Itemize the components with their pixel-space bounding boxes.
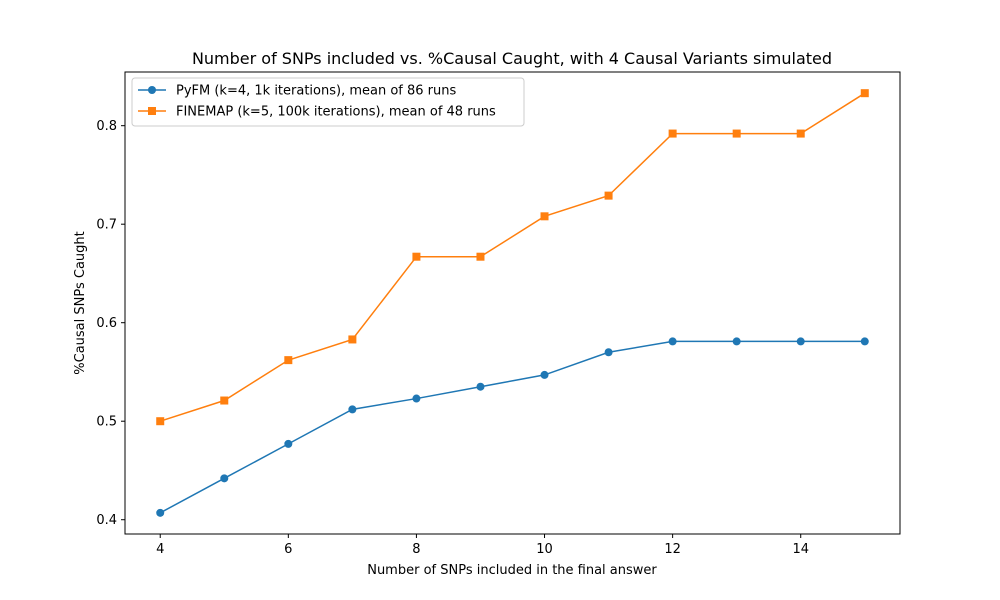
data-point xyxy=(604,348,613,357)
series-layer xyxy=(156,89,869,517)
y-axis: 0.4 0.5 0.6 0.7 0.8 xyxy=(96,119,125,528)
y-tick-label: 0.7 xyxy=(96,218,117,233)
legend-label: PyFM (k=4, 1k iterations), mean of 86 ru… xyxy=(176,84,457,99)
series-0 xyxy=(156,337,869,517)
data-point xyxy=(348,405,357,414)
x-tick-label: 8 xyxy=(412,542,420,557)
data-point xyxy=(156,417,165,426)
plot-area xyxy=(124,71,901,535)
data-point xyxy=(860,89,869,98)
legend-item: PyFM (k=4, 1k iterations), mean of 86 ru… xyxy=(138,84,457,99)
legend-box xyxy=(131,77,525,127)
data-point xyxy=(284,439,293,448)
data-point xyxy=(156,508,165,517)
data-point xyxy=(284,356,293,365)
y-tick-label: 0.6 xyxy=(96,316,117,331)
data-point xyxy=(796,337,805,346)
series-line xyxy=(159,92,866,422)
data-point xyxy=(348,335,357,344)
series-1 xyxy=(156,89,869,426)
y-tick-label: 0.4 xyxy=(96,513,117,528)
data-point xyxy=(668,129,677,138)
data-point xyxy=(476,382,485,391)
series-line xyxy=(159,340,865,514)
x-tick-label: 12 xyxy=(664,542,681,557)
data-point xyxy=(412,394,421,403)
x-tick-label: 10 xyxy=(536,542,553,557)
data-point xyxy=(668,337,677,346)
x-tick-label: 4 xyxy=(156,542,164,557)
legend-label: FINEMAP (k=5, 100k iterations), mean of … xyxy=(176,105,496,120)
legend: PyFM (k=4, 1k iterations), mean of 86 ru… xyxy=(131,77,525,127)
legend-marker xyxy=(148,86,156,94)
data-point xyxy=(732,337,741,346)
chart-title: Number of SNPs included vs. %Causal Caug… xyxy=(192,49,832,68)
axes-frame xyxy=(124,71,901,535)
data-point xyxy=(220,474,229,483)
data-point xyxy=(604,191,613,200)
x-tick-label: 14 xyxy=(792,542,809,557)
data-point xyxy=(732,129,741,138)
data-point xyxy=(796,129,805,138)
data-point xyxy=(540,212,549,221)
data-point xyxy=(540,370,549,379)
y-tick-label: 0.8 xyxy=(96,119,117,134)
y-axis-label: %Causal SNPs Caught xyxy=(73,231,88,374)
x-axis: 4 6 8 10 12 14 xyxy=(156,534,809,557)
legend-marker xyxy=(148,107,156,115)
data-point xyxy=(220,396,229,405)
x-axis-label: Number of SNPs included in the final ans… xyxy=(367,563,657,578)
data-point xyxy=(860,337,869,346)
y-tick-label: 0.5 xyxy=(96,415,117,430)
data-point xyxy=(412,252,421,261)
data-point xyxy=(476,252,485,261)
x-tick-label: 6 xyxy=(284,542,292,557)
legend-item: FINEMAP (k=5, 100k iterations), mean of … xyxy=(138,105,496,120)
